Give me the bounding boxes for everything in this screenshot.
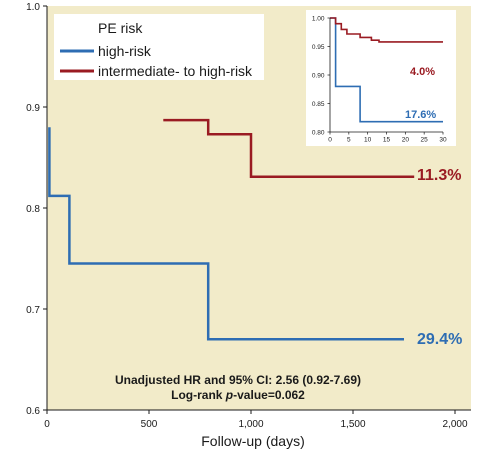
inset-chart: 0.80 0.85 0.90 0.95 1.00 0 5 10 15 20 25 30 4.0% 1… <box>306 10 456 146</box>
y-tick-label: 0.7 <box>26 305 40 316</box>
x-axis-title: Follow-up (days) <box>201 433 304 449</box>
inset-y-tick-label: 0.95 <box>312 44 325 51</box>
inset-x-tick-label: 20 <box>402 137 410 144</box>
x-tick-label: 0 <box>44 419 50 430</box>
inset-y-tick-label: 0.90 <box>312 72 325 79</box>
inset-end-label-high-risk: 17.6% <box>405 109 436 121</box>
legend-title: PE risk <box>98 20 143 36</box>
logrank-annotation: Log-rank p-value=0.062 <box>171 388 305 402</box>
inset-x-tick-label: 15 <box>383 137 391 144</box>
end-label-intermediate-high-risk: 11.3% <box>417 167 461 184</box>
inset-end-label-intermediate-high-risk: 4.0% <box>410 66 435 78</box>
y-axis: 0.6 0.7 0.8 0.9 1.0 <box>26 2 48 417</box>
inset-x-tick-label: 10 <box>364 137 372 144</box>
inset-y-tick-label: 1.00 <box>312 15 325 22</box>
inset-x-tick-label: 25 <box>421 137 429 144</box>
inset-x-tick-label: 30 <box>439 137 447 144</box>
x-tick-label: 500 <box>141 419 158 430</box>
x-axis: 0 500 1,000 1,500 2,000 <box>44 409 471 430</box>
y-tick-label: 0.9 <box>26 103 40 114</box>
inset-y-tick-label: 0.80 <box>312 129 325 136</box>
y-tick-label: 0.6 <box>26 406 40 417</box>
end-label-high-risk: 29.4% <box>417 331 462 348</box>
legend-label-high-risk: high-risk <box>98 43 152 59</box>
inset-y-tick-label: 0.85 <box>312 101 325 108</box>
inset-x-tick-label: 0 <box>328 137 332 144</box>
y-tick-label: 0.8 <box>26 204 40 215</box>
x-tick-label: 1,500 <box>340 419 365 430</box>
inset-background <box>306 10 456 146</box>
series-line-high-risk <box>48 127 404 341</box>
x-tick-label: 2,000 <box>442 419 467 430</box>
series-line-intermediate-to-high-risk <box>163 118 415 178</box>
inset-x-tick-label: 5 <box>347 137 351 144</box>
legend-box <box>54 14 264 80</box>
inset-series-group <box>330 17 443 123</box>
x-tick-label: 1,000 <box>238 419 263 430</box>
inset-series-line-intermediate-to-high-risk <box>330 17 443 43</box>
legend: PE risk high-risk intermediate- to high-… <box>54 14 264 80</box>
y-tick-label: 1.0 <box>26 2 40 13</box>
legend-label-intermediate-high-risk: intermediate- to high-risk <box>98 63 253 79</box>
hr-annotation: Unadjusted HR and 95% CI: 2.56 (0.92-7.6… <box>115 373 361 387</box>
main-series-group <box>48 118 415 341</box>
